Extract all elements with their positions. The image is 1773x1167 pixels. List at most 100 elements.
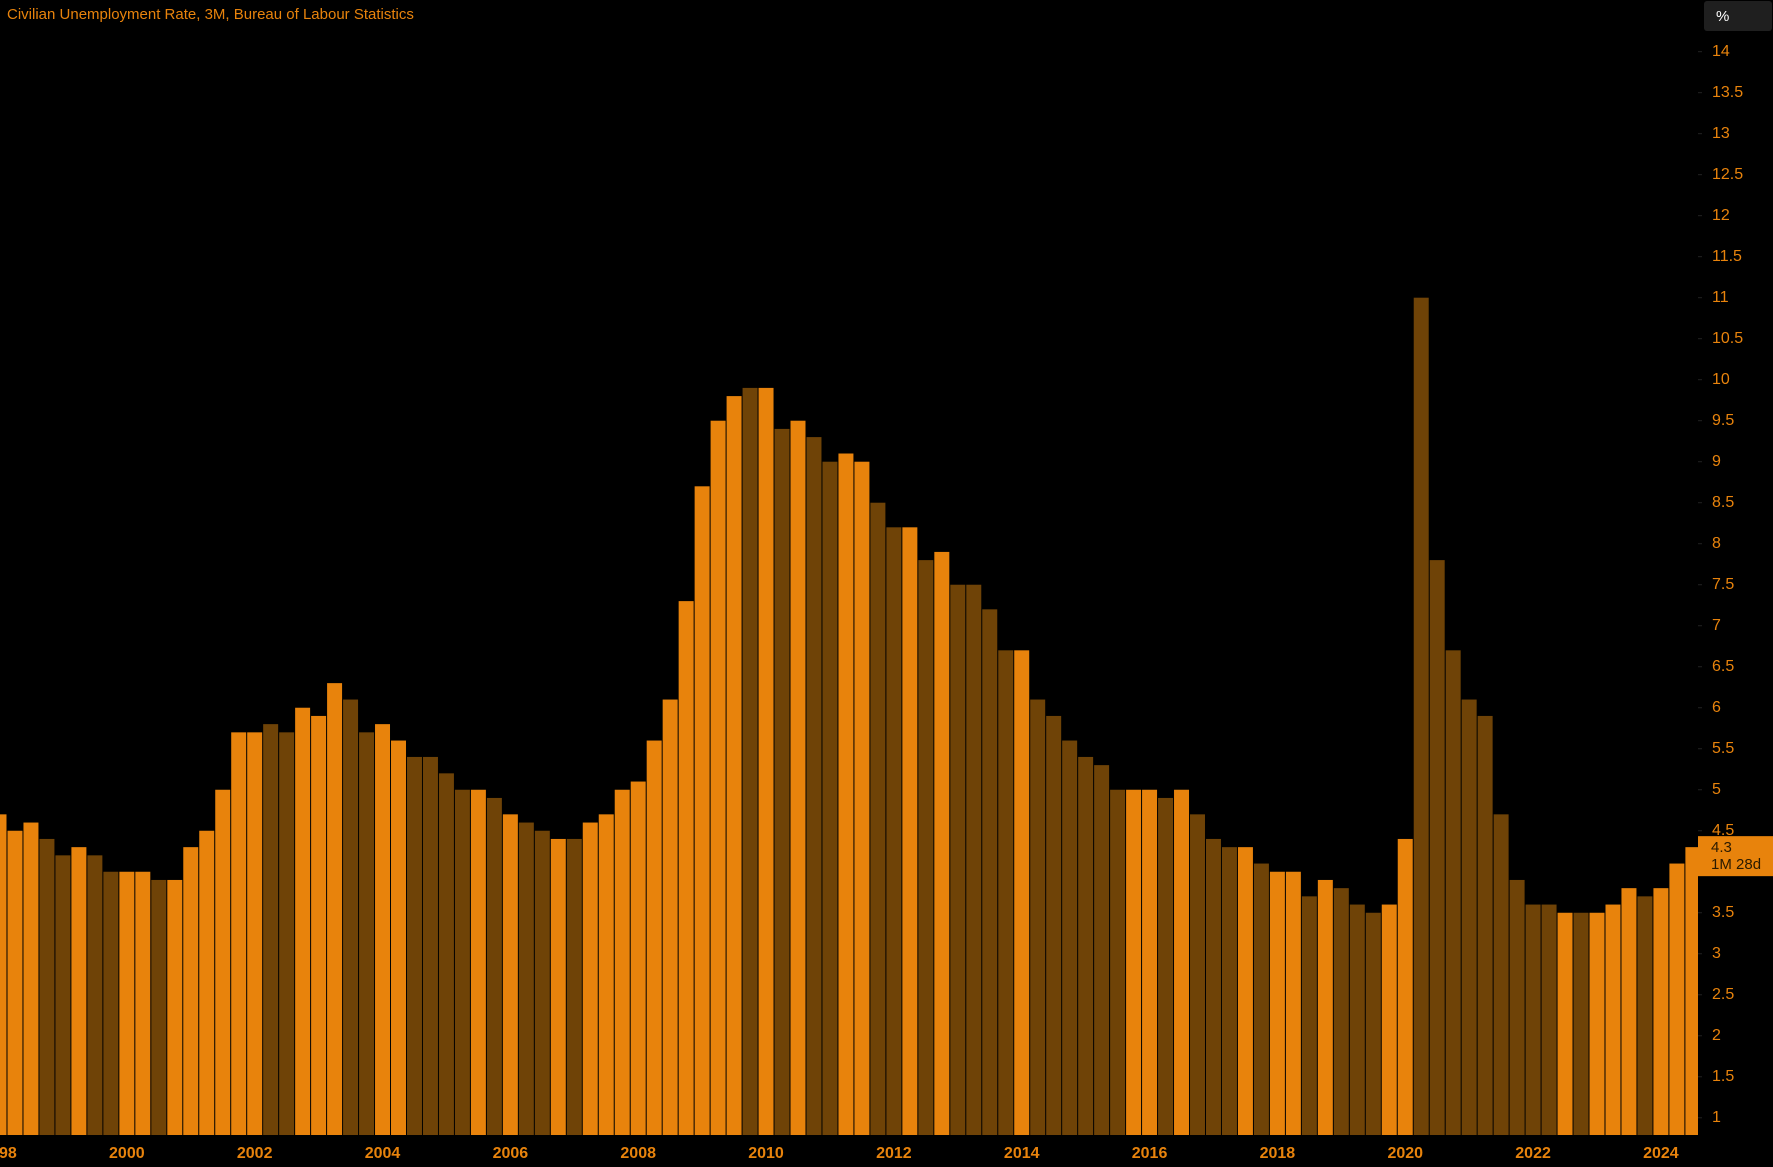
bar [790, 420, 806, 1135]
x-tick-label: 2022 [1515, 1145, 1551, 1162]
y-tick-label: 4.5 [1712, 822, 1734, 839]
bar [1397, 838, 1413, 1135]
bar [742, 387, 758, 1135]
y-tick-label: 11.5 [1712, 248, 1742, 265]
bar [630, 781, 646, 1135]
bar [1014, 650, 1030, 1135]
bar [1493, 814, 1509, 1135]
bar [694, 486, 710, 1135]
bar [1094, 765, 1110, 1135]
y-tick-label: 12 [1712, 207, 1730, 224]
unit-label[interactable]: % [1716, 8, 1729, 25]
bar [1317, 879, 1333, 1135]
bar [1541, 904, 1557, 1135]
bar [327, 683, 343, 1135]
bar [1062, 740, 1078, 1135]
y-tick-label: 8 [1712, 535, 1721, 552]
bar [1285, 871, 1301, 1135]
y-tick-label: 7.5 [1712, 576, 1734, 593]
bar [1669, 863, 1685, 1135]
bar [1573, 912, 1589, 1135]
y-tick-label: 1 [1712, 1109, 1721, 1126]
x-tick-label: 1998 [0, 1145, 17, 1162]
bar [1046, 715, 1062, 1135]
bar [1445, 650, 1461, 1135]
bar [375, 724, 391, 1135]
bar [822, 461, 838, 1135]
bar [1525, 904, 1541, 1135]
bar [151, 879, 167, 1135]
bar [1557, 912, 1573, 1135]
bar [918, 560, 934, 1135]
x-tick-label: 2002 [237, 1145, 273, 1162]
bar [838, 453, 854, 1135]
bars [0, 297, 1698, 1135]
y-tick-label: 13.5 [1712, 84, 1743, 101]
x-tick-label: 2012 [876, 1145, 912, 1162]
y-tick-label: 1.5 [1712, 1068, 1734, 1085]
bar [0, 814, 7, 1135]
bar [726, 396, 742, 1135]
bar [1381, 904, 1397, 1135]
bar [119, 871, 135, 1135]
bar [1301, 896, 1317, 1135]
unit-button[interactable] [1704, 1, 1772, 31]
bar [1110, 789, 1126, 1135]
bar [1126, 789, 1142, 1135]
bar [566, 838, 582, 1135]
bar [518, 822, 534, 1135]
y-tick-label: 3.5 [1712, 904, 1734, 921]
bar [1221, 847, 1237, 1135]
chart-title: Civilian Unemployment Rate, 3M, Bureau o… [7, 6, 414, 23]
bar [1253, 863, 1269, 1135]
bar [438, 773, 454, 1135]
bar [247, 732, 263, 1135]
bar [231, 732, 247, 1135]
y-tick-label: 3 [1712, 945, 1721, 962]
bar [486, 797, 502, 1135]
bar [902, 527, 918, 1135]
bar [1637, 896, 1653, 1135]
bar [998, 650, 1014, 1135]
bar [343, 699, 359, 1135]
y-tick-label: 5 [1712, 781, 1721, 798]
bar [1653, 888, 1669, 1135]
bar [87, 855, 103, 1135]
bar [71, 847, 87, 1135]
bar [1333, 888, 1349, 1135]
bar [1174, 789, 1190, 1135]
countdown-label: 1M 28d [1711, 856, 1761, 873]
bar [550, 838, 566, 1135]
x-tick-label: 2006 [493, 1145, 529, 1162]
bar [1621, 888, 1637, 1135]
bar [1477, 715, 1493, 1135]
bar [982, 609, 998, 1135]
bar [406, 756, 422, 1135]
bar [678, 601, 694, 1135]
bar [263, 724, 279, 1135]
bar [662, 699, 678, 1135]
bar [422, 756, 438, 1135]
bar [279, 732, 295, 1135]
axes: 11.522.533.544.555.566.577.588.599.51010… [0, 43, 1773, 1162]
y-tick-label: 10 [1712, 371, 1730, 388]
y-tick-label: 14 [1712, 43, 1730, 60]
bar [311, 715, 327, 1135]
bar [103, 871, 119, 1135]
bar [391, 740, 406, 1135]
x-tick-label: 2010 [748, 1145, 784, 1162]
bar [1237, 847, 1253, 1135]
y-tick-label: 9.5 [1712, 412, 1734, 429]
y-tick-label: 2 [1712, 1027, 1721, 1044]
bar [1365, 912, 1381, 1135]
bar [1349, 904, 1365, 1135]
bar [1158, 797, 1174, 1135]
bar [502, 814, 518, 1135]
bar [534, 830, 550, 1135]
x-tick-label: 2020 [1387, 1145, 1423, 1162]
bar [295, 707, 311, 1135]
bar [7, 830, 23, 1135]
bar [1605, 904, 1621, 1135]
bar [774, 428, 790, 1135]
